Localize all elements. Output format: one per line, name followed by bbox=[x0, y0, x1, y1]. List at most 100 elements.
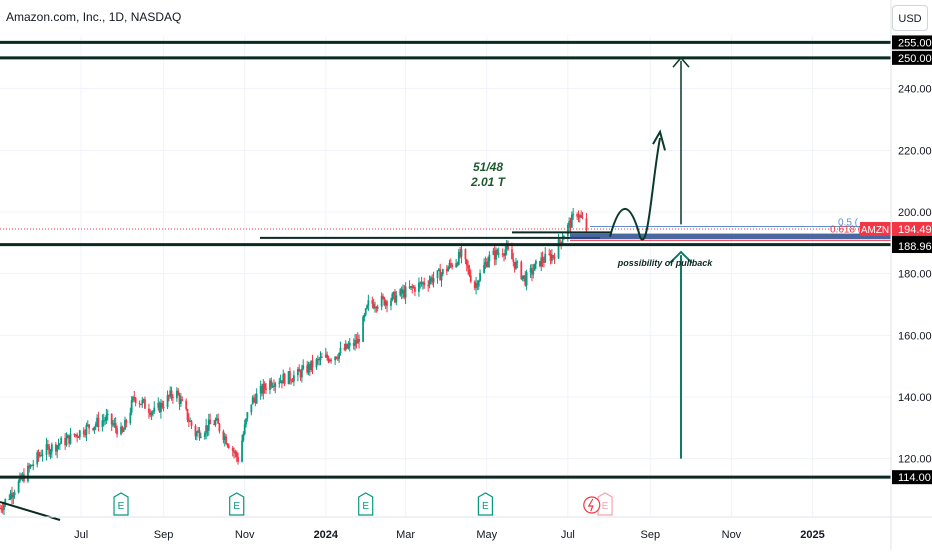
candle-body bbox=[354, 340, 356, 346]
candle-body bbox=[376, 306, 379, 309]
x-tick-label: May bbox=[476, 529, 497, 541]
candle-body bbox=[162, 407, 165, 409]
candle-body bbox=[187, 419, 190, 422]
earnings-marker[interactable]: E bbox=[229, 492, 245, 516]
candle-body bbox=[441, 269, 444, 275]
candle-body bbox=[469, 275, 472, 282]
candle-body bbox=[198, 430, 201, 438]
candle-body bbox=[181, 399, 184, 401]
candle-body bbox=[364, 308, 367, 315]
candle-body bbox=[132, 397, 134, 401]
candle-body bbox=[358, 338, 360, 342]
candle-body bbox=[511, 249, 513, 260]
candle-body bbox=[585, 218, 588, 231]
candle-body bbox=[552, 255, 555, 257]
currency-button[interactable]: USD bbox=[892, 5, 928, 31]
candle-body bbox=[64, 437, 67, 446]
candle-body bbox=[473, 281, 476, 288]
candle-body bbox=[485, 262, 488, 267]
candle-body bbox=[175, 390, 178, 399]
candle-body bbox=[186, 409, 189, 420]
candle-body bbox=[65, 438, 68, 446]
candle-body bbox=[548, 253, 551, 255]
candle-body bbox=[152, 411, 154, 413]
candle-body bbox=[316, 359, 319, 361]
candle-body bbox=[218, 423, 221, 432]
candle-body bbox=[142, 399, 145, 401]
x-tick-label: Sep bbox=[154, 529, 174, 541]
x-tick-label: Sep bbox=[641, 529, 661, 541]
earnings-marker[interactable]: E bbox=[597, 492, 613, 516]
earnings-icon-letter: E bbox=[233, 501, 240, 512]
candle-body bbox=[455, 263, 458, 268]
candle-body bbox=[58, 443, 61, 445]
candle-body bbox=[213, 424, 216, 426]
candle-body bbox=[225, 436, 227, 444]
candle-body bbox=[169, 390, 172, 397]
candle-body bbox=[483, 264, 485, 273]
price-axis-bg bbox=[891, 0, 932, 550]
price-label: 255.00 bbox=[898, 37, 932, 49]
x-tick-label: 2025 bbox=[800, 529, 824, 541]
last-price-label: 194.49 bbox=[898, 224, 932, 236]
candle-body bbox=[227, 445, 230, 449]
candle-body bbox=[429, 277, 432, 282]
candle-body bbox=[515, 262, 517, 269]
candle-body bbox=[96, 417, 98, 425]
candle-body bbox=[197, 430, 200, 433]
candle-body bbox=[40, 454, 43, 456]
y-tick-label: 140.00 bbox=[898, 392, 932, 404]
projection-curve bbox=[609, 137, 661, 241]
candle-body bbox=[141, 400, 144, 405]
candle-body bbox=[436, 270, 439, 279]
candle-body bbox=[170, 390, 173, 397]
candle-body bbox=[539, 260, 541, 267]
earnings-marker[interactable]: E bbox=[358, 492, 374, 516]
candle-body bbox=[78, 430, 81, 438]
candle-body bbox=[402, 289, 404, 294]
candle-body bbox=[234, 452, 237, 454]
earnings-icon bbox=[229, 492, 245, 516]
candle-body bbox=[476, 283, 479, 287]
candle-body bbox=[49, 451, 52, 455]
candle-body bbox=[290, 380, 293, 382]
candle-body bbox=[580, 215, 583, 218]
candle-body bbox=[13, 492, 16, 496]
candle-body bbox=[66, 435, 69, 439]
candle-body bbox=[367, 300, 370, 306]
candle-body bbox=[209, 419, 212, 425]
candle-body bbox=[390, 300, 392, 306]
candle-body bbox=[106, 413, 109, 416]
candle-body bbox=[431, 277, 434, 283]
candle-body bbox=[327, 358, 330, 362]
candle-body bbox=[487, 261, 489, 267]
candle-body bbox=[148, 408, 150, 413]
candle-body bbox=[440, 274, 443, 281]
candle-body bbox=[371, 300, 374, 304]
candle-body bbox=[114, 423, 117, 429]
candle-body bbox=[404, 286, 407, 298]
candle-body bbox=[572, 214, 575, 216]
candle-body bbox=[311, 360, 314, 368]
candle-body bbox=[348, 342, 351, 346]
candle-body bbox=[549, 254, 552, 261]
candle-body bbox=[32, 464, 35, 466]
candle-body bbox=[86, 424, 89, 426]
candle-body bbox=[262, 383, 265, 394]
earnings-marker[interactable]: E bbox=[113, 492, 129, 516]
candle-body bbox=[428, 281, 431, 286]
candle-body bbox=[524, 275, 527, 286]
candle-body bbox=[161, 402, 164, 408]
candle-body bbox=[121, 426, 124, 432]
candle-body bbox=[395, 295, 398, 303]
candle-body bbox=[203, 433, 206, 437]
earnings-marker[interactable]: E bbox=[477, 492, 493, 516]
candle-body bbox=[11, 493, 13, 498]
candle-body bbox=[516, 261, 519, 263]
x-tick-label: 2024 bbox=[314, 529, 339, 541]
candle-body bbox=[271, 386, 274, 388]
price-label-bg bbox=[892, 35, 932, 50]
